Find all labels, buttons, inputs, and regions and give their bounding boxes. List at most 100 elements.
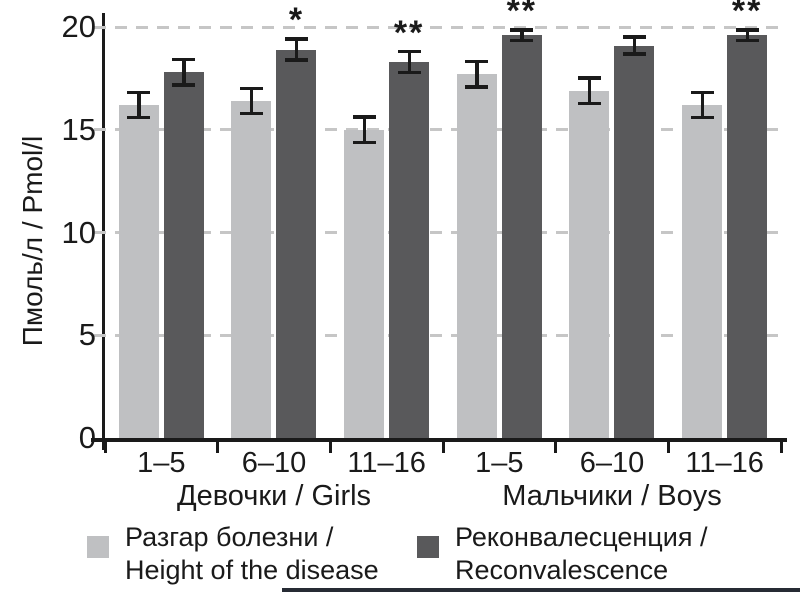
page-bottom-edge-artifact (282, 588, 800, 592)
error-bar-stem (294, 37, 299, 62)
error-bar-stem (137, 90, 141, 120)
y-tick-label-15: 15 (61, 111, 96, 147)
x-axis-tick (216, 441, 220, 453)
error-bar-cap-top (735, 28, 759, 32)
y-tick-label-0: 0 (78, 420, 96, 455)
legend-label-line1: Разгар болезни / (125, 522, 334, 552)
x-tick-label-6–10: 6–10 (579, 447, 645, 479)
y-tick-label-5: 5 (78, 317, 96, 353)
plot-area: * ** ** ** (91, 0, 787, 453)
error-bar-stem (587, 76, 592, 106)
significance-marker: ** (506, 0, 538, 31)
error-bar-cap-bottom (352, 140, 376, 145)
error-bar-cap-bottom (510, 38, 534, 43)
error-bar-cap-bottom (465, 85, 489, 89)
legend-label: Разгар болезни / Height of the disease (125, 521, 379, 587)
error-bar-stem (475, 59, 479, 89)
error-bar-cap-top (172, 57, 196, 62)
bar-series1-1–5 (118, 105, 159, 438)
bar-series1-11–16 (344, 129, 385, 438)
x-tick-label-6–10: 6–10 (241, 447, 307, 479)
error-bar-stem (249, 86, 254, 116)
error-bar-cap-bottom (284, 58, 308, 62)
error-bar-cap-top (690, 90, 714, 95)
axis-group-label: Девочки / Girls (176, 480, 372, 512)
error-bar (735, 28, 759, 43)
legend-entry-reconvalescence: Реконвалесценция / Reconvalescence (417, 521, 707, 587)
error-bar-cap-bottom (127, 115, 151, 120)
error-bar-cap-bottom (577, 101, 601, 106)
x-axis-tick (779, 441, 783, 453)
x-axis-tick (328, 441, 332, 453)
error-bar-cap-bottom (690, 115, 714, 120)
bar-series2-11–16 (727, 35, 768, 438)
error-bar-cap-top (239, 86, 263, 91)
bar-series2-1–5 (163, 72, 204, 438)
y-tick-label-10: 10 (61, 214, 96, 250)
x-axis-tick (554, 441, 558, 453)
legend-label: Реконвалесценция / Reconvalescence (455, 521, 707, 587)
x-axis-tick (103, 441, 107, 453)
error-bar (510, 28, 534, 43)
axis-group-label: Мальчики / Boys (502, 480, 722, 512)
error-bar-stem (362, 115, 367, 145)
error-bar (352, 115, 376, 145)
error-bar-cap-top (284, 37, 308, 41)
significance-marker: * (288, 1, 305, 40)
bar-series1-6–10 (231, 100, 272, 438)
bar-series1-1–5 (456, 74, 497, 438)
gridline-15 (94, 128, 787, 132)
legend-entry-height-of-disease: Разгар болезни / Height of the disease (87, 521, 379, 587)
gridline-5 (94, 333, 787, 337)
error-bar (397, 49, 421, 75)
error-bar-cap-top (510, 28, 534, 32)
y-tick-label-20: 20 (61, 9, 96, 44)
x-tick-label-11–16: 11–16 (347, 447, 426, 479)
error-bar-cap-top (127, 90, 151, 95)
error-bar (127, 90, 151, 120)
bar-series1-6–10 (569, 90, 610, 438)
error-bar-cap-bottom (622, 52, 646, 56)
error-bar-stem (700, 90, 705, 120)
error-bar-cap-top (577, 76, 601, 80)
error-bar-cap-bottom (172, 83, 196, 87)
bar-series2-11–16 (389, 61, 430, 438)
x-axis-line (91, 438, 787, 442)
error-bar-cap-top (397, 49, 421, 54)
bar-series2-1–5 (501, 35, 542, 438)
legend-label-line1: Реконвалесценция / (455, 522, 708, 552)
error-bar-stem (745, 28, 750, 43)
error-bar-stem (520, 28, 524, 43)
significance-marker: ** (731, 0, 763, 31)
error-bar (465, 59, 489, 89)
error-bar-cap-top (352, 115, 376, 119)
x-tick-label-1–5: 1–5 (475, 447, 524, 479)
bar-series2-6–10 (276, 49, 317, 438)
error-bar-stem (182, 57, 186, 87)
error-bar-cap-top (622, 35, 646, 39)
x-axis-tick (666, 441, 670, 453)
x-tick-label-11–16: 11–16 (685, 447, 764, 479)
error-bar (239, 86, 263, 116)
error-bar (622, 35, 646, 56)
gridline-10 (94, 231, 787, 234)
error-bar-cap-bottom (397, 70, 421, 75)
error-bar-stem (407, 49, 412, 75)
error-bar (690, 90, 714, 120)
error-bar-stem (632, 35, 637, 56)
legend-label-line2: Height of the disease (125, 555, 379, 585)
x-axis-tick (441, 441, 445, 453)
legend-label-line2: Reconvalescence (455, 555, 669, 585)
gridline-20 (94, 25, 787, 29)
error-bar (284, 37, 308, 62)
legend-swatch-light (87, 536, 109, 558)
error-bar-cap-top (465, 59, 489, 64)
legend-swatch-dark (417, 536, 439, 558)
bar-series1-11–16 (682, 105, 723, 438)
significance-marker: ** (393, 13, 425, 52)
bar-series2-6–10 (614, 45, 655, 438)
error-bar (172, 57, 196, 87)
error-bar-cap-bottom (239, 111, 263, 116)
x-tick-label-1–5: 1–5 (137, 447, 186, 479)
